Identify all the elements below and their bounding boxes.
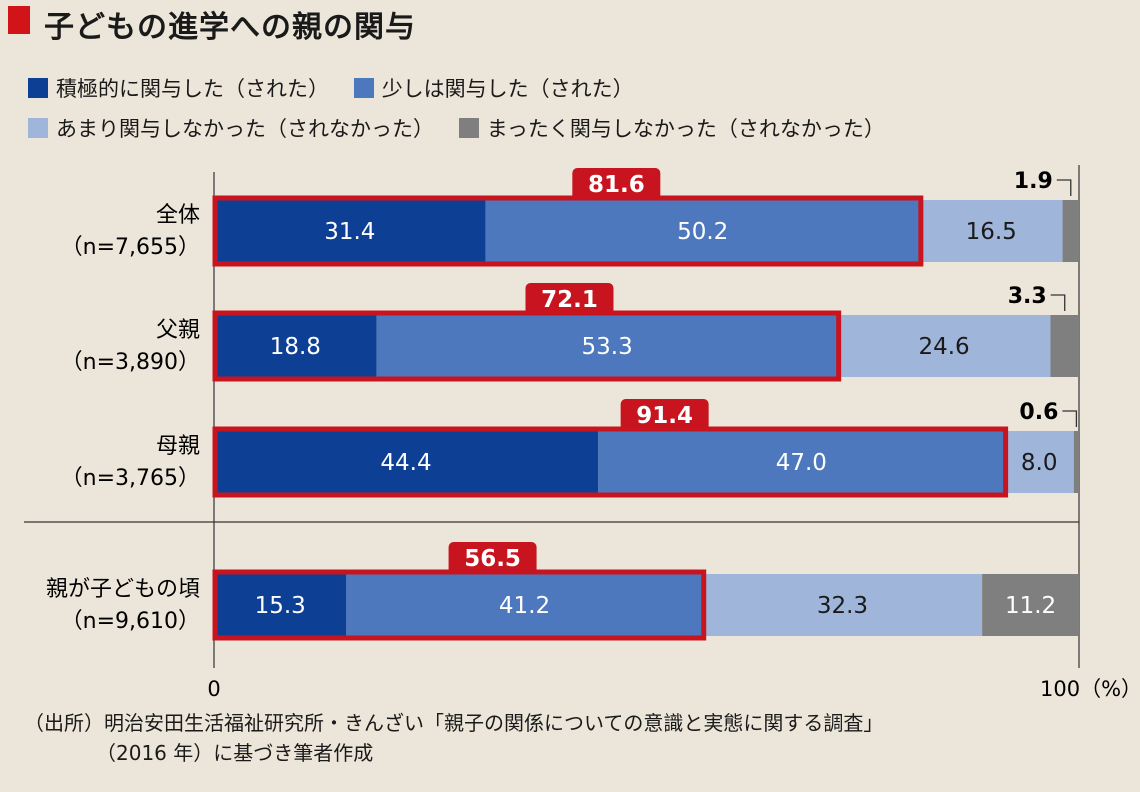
legend-row-2: あまり関与しなかった（されなかった） まったく関与しなかった（されなかった）: [28, 113, 903, 143]
bar-segment-father-active: [214, 315, 377, 377]
callout-leader-father: [1050, 294, 1066, 311]
source-line-1: （出所）明治安田生活福祉研究所・きんざい「親子の関係についての意識と実態に関する…: [24, 711, 884, 735]
callout-leader-overall: [1056, 179, 1072, 196]
legend-label-somewhat: 少しは関与した（された）: [381, 77, 634, 101]
bar-value-label-mother-none: 0.6: [1019, 400, 1058, 425]
bar-segment-parents-childhood-somewhat: [346, 574, 703, 636]
total-badge-label-father: 72.1: [541, 287, 598, 313]
source-note: （出所）明治安田生活福祉研究所・きんざい「親子の関係についての意識と実態に関する…: [24, 708, 883, 768]
bar-segment-parents-childhood-none: [982, 574, 1079, 636]
highlight-outline-mother: [212, 426, 1009, 498]
bar-segment-overall-somewhat: [485, 200, 920, 262]
legend-swatch-little: [28, 118, 48, 138]
source-line-2: （2016 年）に基づき筆者作成: [96, 741, 374, 765]
legend-item-active: 積極的に関与した（された）: [28, 73, 329, 103]
title-marker: [8, 6, 30, 34]
total-badge-mother: [620, 399, 709, 431]
x-tick-label-0: 0: [207, 677, 220, 701]
bar-segment-mother-somewhat: [598, 431, 1005, 493]
bar-segment-mother-active: [214, 431, 599, 493]
legend-label-none: まったく関与しなかった（されなかった）: [486, 117, 885, 141]
total-badge-father: [525, 283, 614, 315]
bar-value-label-overall-little: 16.5: [966, 219, 1017, 245]
bar-value-label-parents-childhood-little: 32.3: [817, 593, 868, 619]
bar-value-label-overall-somewhat: 50.2: [677, 219, 728, 245]
total-badge-label-mother: 91.4: [636, 403, 693, 429]
bar-value-label-father-somewhat: 53.3: [582, 334, 633, 360]
category-label-mother: 母親: [156, 434, 200, 459]
bar-value-label-parents-childhood-none: 11.2: [1005, 593, 1056, 619]
legend-swatch-none: [458, 118, 479, 138]
category-label-overall: 全体: [156, 203, 200, 228]
total-badge-label-overall: 81.6: [588, 172, 645, 198]
bar-value-label-overall-active: 31.4: [324, 219, 375, 245]
bar-value-label-father-little: 24.6: [918, 334, 969, 360]
bar-value-label-parents-childhood-somewhat: 41.2: [499, 593, 550, 619]
bar-segment-mother-none: [1073, 431, 1079, 493]
bar-value-label-parents-childhood-active: 15.3: [255, 593, 306, 619]
bar-segment-father-little: [837, 315, 1051, 377]
bar-value-label-mother-somewhat: 47.0: [776, 450, 827, 476]
legend-label-active: 積極的に関与した（された）: [56, 77, 329, 101]
legend-item-little: あまり関与しなかった（されなかった）: [28, 113, 434, 143]
category-label-father: 父親: [156, 318, 200, 343]
legend-item-none: まったく関与しなかった（されなかった）: [458, 113, 885, 143]
bar-segment-parents-childhood-active: [214, 574, 347, 636]
bar-segment-father-none: [1050, 315, 1079, 377]
bar-value-label-mother-little: 8.0: [1021, 450, 1058, 476]
category-n-mother: （n=3,765）: [61, 466, 200, 491]
bar-segment-overall-little: [919, 200, 1063, 262]
bar-value-label-overall-none: 1.9: [1014, 169, 1053, 194]
category-n-overall: （n=7,655）: [61, 235, 200, 260]
total-badge-overall: [572, 168, 661, 200]
bar-value-label-father-none: 3.3: [1008, 284, 1047, 309]
bar-segment-overall-none: [1062, 200, 1079, 262]
legend-item-somewhat: 少しは関与した（された）: [353, 73, 634, 103]
chart-title: 子どもの進学への親の関与: [44, 10, 416, 45]
callout-leader-mother: [1062, 410, 1078, 427]
category-n-father: （n=3,890）: [61, 350, 200, 375]
legend-label-little: あまり関与しなかった（されなかった）: [56, 117, 434, 141]
total-badge-parents-childhood: [448, 542, 537, 574]
category-n-parents-childhood: （n=9,610）: [61, 609, 200, 634]
legend-swatch-active: [28, 78, 48, 98]
bar-segment-parents-childhood-little: [702, 574, 983, 636]
legend-swatch-somewhat: [353, 78, 374, 98]
bar-segment-mother-little: [1004, 431, 1074, 493]
highlight-outline-overall: [212, 195, 924, 267]
bar-value-label-father-active: 18.8: [270, 334, 321, 360]
bar-segment-father-somewhat: [376, 315, 838, 377]
category-label-parents-childhood: 親が子どもの頃: [46, 577, 200, 602]
bar-segment-overall-active: [214, 200, 486, 262]
total-badge-label-parents-childhood: 56.5: [464, 546, 521, 572]
bar-value-label-mother-active: 44.4: [380, 450, 431, 476]
x-tick-label-100: 100（%）: [1040, 677, 1140, 701]
legend-row-1: 積極的に関与した（された） 少しは関与した（された）: [28, 73, 652, 103]
